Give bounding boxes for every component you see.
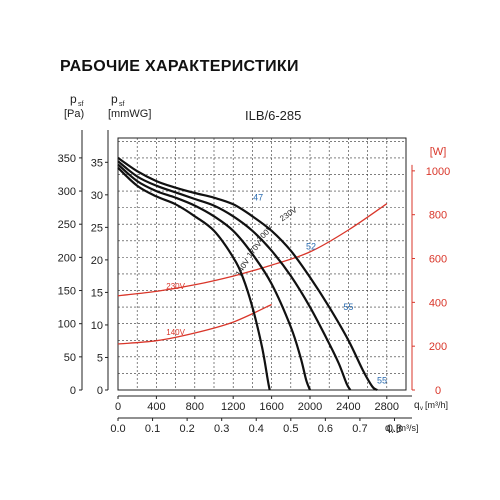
pa-axis-title-sub: sf (78, 101, 84, 108)
pa-tick-label: 250 (58, 219, 76, 231)
model-label: ILB/6-285 (245, 108, 301, 123)
m3h-tick-label: 2800 (375, 401, 399, 413)
power-tick-label: 600 (429, 254, 447, 266)
m3h-tick-label: 800 (186, 401, 204, 413)
m3h-tick-label: 1200 (221, 401, 245, 413)
m3s-tick-label: 0.6 (318, 423, 333, 435)
pressure-curve-label: 230V (278, 205, 299, 223)
plot-frame (117, 137, 407, 391)
m3h-tick-label: 400 (147, 401, 165, 413)
m3s-tick-label: 0.0 (110, 423, 125, 435)
pressure-curves (117, 156, 378, 391)
m3h-tick-label: 0 (115, 401, 121, 413)
mmwg-tick-label: 5 (97, 352, 103, 364)
pressure-curve-label: 140V (234, 256, 252, 277)
pressure-curve-170V (117, 163, 312, 391)
power-curve-230V (117, 203, 388, 297)
pressure-curve-200V (117, 160, 352, 391)
sound-marker-label: 55 (377, 375, 387, 385)
pressure-curve-230V (117, 156, 378, 391)
power-tick-label: 200 (429, 341, 447, 353)
mmwg-axis-title-sub: sf (119, 101, 125, 108)
m3h-axis-unit: [m³/h] (425, 400, 448, 410)
power-curve-label: 230V (166, 282, 185, 291)
power-curve-140V (117, 303, 272, 345)
m3s-tick-label: 0.8 (387, 423, 402, 435)
m3s-axis-unit: [m³/s] (396, 423, 419, 433)
m3h-axis-title: q (414, 400, 420, 411)
mmwg-tick-label: 15 (91, 287, 103, 299)
pa-tick-label: 0 (70, 385, 76, 397)
pa-tick-label: 50 (64, 352, 76, 364)
m3s-tick-label: 0.4 (249, 423, 264, 435)
m3h-tick-label: 2000 (298, 401, 322, 413)
power-axis-unit: [W] (430, 146, 447, 158)
power-curve-label: 140V (166, 328, 185, 337)
m3s-tick-label: 0.2 (179, 423, 194, 435)
mmwg-tick-label: 35 (91, 157, 103, 169)
pa-tick-label: 150 (58, 286, 76, 298)
pa-tick-label: 100 (58, 319, 76, 331)
power-tick-label: 400 (429, 297, 447, 309)
power-tick-label: 800 (429, 210, 447, 222)
m3h-axis-title-sub: v (420, 406, 423, 412)
mmwg-axis-title: p (111, 92, 118, 106)
m3s-tick-label: 0.1 (145, 423, 160, 435)
mmwg-tick-label: 20 (91, 255, 103, 267)
power-curves: 230V 140V (117, 203, 388, 345)
m3s-tick-label: 0.5 (283, 423, 298, 435)
pa-axis-title: p (70, 92, 77, 106)
m3s-axis-title: q (385, 423, 391, 434)
m3s-tick-label: 0.3 (214, 423, 229, 435)
mmwg-tick-label: 10 (91, 320, 103, 332)
mmwg-tick-label: 30 (91, 190, 103, 202)
pa-tick-label: 200 (58, 252, 76, 264)
sound-marker-label: 55 (343, 302, 353, 312)
page-title: РАБОЧИЕ ХАРАКТЕРИСТИКИ (60, 58, 299, 75)
pa-tick-label: 300 (58, 186, 76, 198)
m3s-axis-title-sub: v (391, 429, 394, 435)
sound-marker-label: 47 (253, 192, 263, 202)
power-tick-label: 0 (435, 385, 441, 397)
m3s-tick-label: 0.7 (352, 423, 367, 435)
power-tick-label: 1000 (426, 166, 450, 178)
mmwg-tick-label: 25 (91, 222, 103, 234)
mmwg-axis-unit: [mmWG] (108, 108, 151, 120)
pa-tick-label: 350 (58, 153, 76, 165)
pa-axis-unit: [Pa) (64, 108, 84, 120)
m3h-tick-label: 2400 (336, 401, 360, 413)
pressure-curve-140V (117, 166, 271, 391)
mmwg-tick-label: 0 (97, 385, 103, 397)
sound-marker-label: 52 (306, 241, 316, 251)
m3h-tick-label: 1600 (259, 401, 283, 413)
